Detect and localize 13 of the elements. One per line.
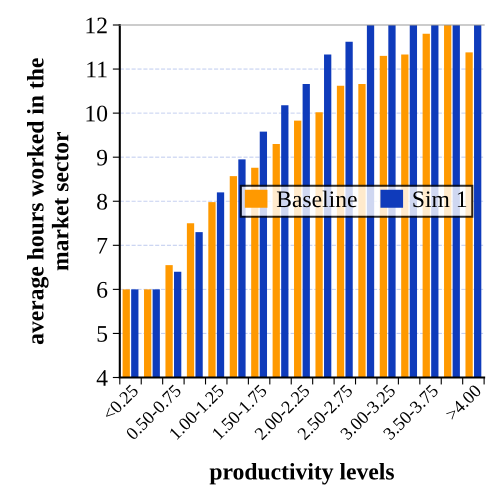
y-tick-label: 9: [96, 150, 108, 166]
y-tick-label: 6: [97, 282, 108, 298]
legend-label: Baseline: [276, 190, 357, 208]
y-tick-label: 12: [86, 18, 107, 34]
y-tick-label: 11: [87, 62, 107, 78]
legend-label: Sim 1: [413, 191, 466, 208]
y-tick-label: 4: [96, 370, 108, 386]
y-axis-title: average hours worked in the market sector: [26, 58, 68, 344]
y-tick-label: 5: [98, 326, 108, 342]
y-tick-label: 7: [98, 238, 108, 254]
y-tick-label: 10: [86, 106, 108, 122]
y-tick-label: 8: [97, 194, 108, 210]
x-axis-title: productivity levels: [210, 463, 394, 484]
